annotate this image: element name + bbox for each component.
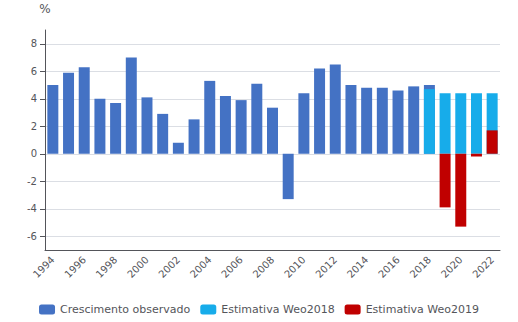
svg-text:2: 2: [31, 121, 37, 132]
svg-text:%: %: [39, 2, 50, 16]
svg-text:1998: 1998: [94, 254, 120, 280]
svg-text:2006: 2006: [219, 254, 245, 280]
svg-text:2012: 2012: [313, 254, 339, 280]
svg-text:2018: 2018: [408, 254, 434, 280]
svg-text:2022: 2022: [470, 254, 496, 280]
svg-text:6: 6: [31, 66, 37, 77]
svg-text:Estimativa Weo2019: Estimativa Weo2019: [366, 303, 479, 316]
svg-text:2000: 2000: [125, 254, 151, 280]
svg-text:4: 4: [31, 93, 37, 104]
svg-text:2016: 2016: [376, 254, 402, 280]
svg-text:1994: 1994: [31, 254, 57, 280]
svg-text:0: 0: [31, 148, 37, 159]
svg-text:1996: 1996: [62, 254, 88, 280]
svg-text:Crescimento observado: Crescimento observado: [60, 303, 191, 316]
svg-text:-4: -4: [27, 203, 37, 214]
svg-text:2020: 2020: [439, 254, 465, 280]
svg-text:-6: -6: [27, 231, 37, 242]
svg-text:2002: 2002: [156, 254, 182, 280]
svg-text:Estimativa Weo2018: Estimativa Weo2018: [221, 303, 334, 316]
svg-text:2010: 2010: [282, 254, 308, 280]
svg-text:2014: 2014: [345, 254, 371, 280]
svg-text:2004: 2004: [188, 254, 214, 280]
svg-text:2008: 2008: [251, 254, 277, 280]
svg-text:8: 8: [31, 38, 37, 49]
svg-text:-2: -2: [27, 176, 37, 187]
